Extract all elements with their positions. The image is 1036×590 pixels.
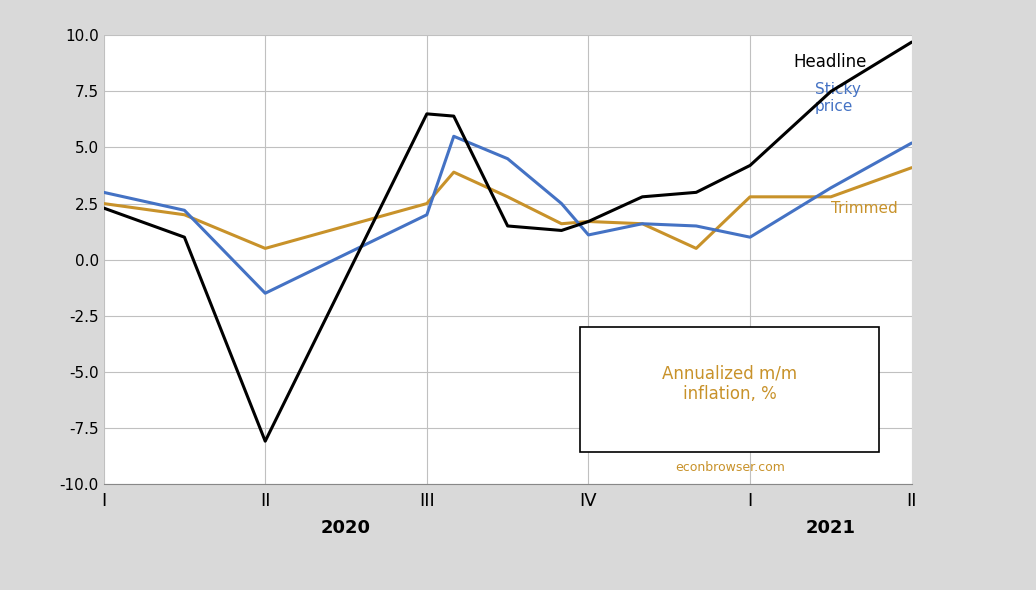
Text: 2021: 2021 [806, 519, 856, 537]
Text: Trimmed: Trimmed [831, 201, 897, 215]
FancyBboxPatch shape [580, 327, 880, 453]
Text: Headline: Headline [794, 53, 866, 71]
Text: 2020: 2020 [321, 519, 371, 537]
Text: econbrowser.com: econbrowser.com [674, 461, 785, 474]
Text: Annualized m/m
inflation, %: Annualized m/m inflation, % [662, 365, 798, 403]
Text: Sticky
price: Sticky price [814, 82, 861, 114]
